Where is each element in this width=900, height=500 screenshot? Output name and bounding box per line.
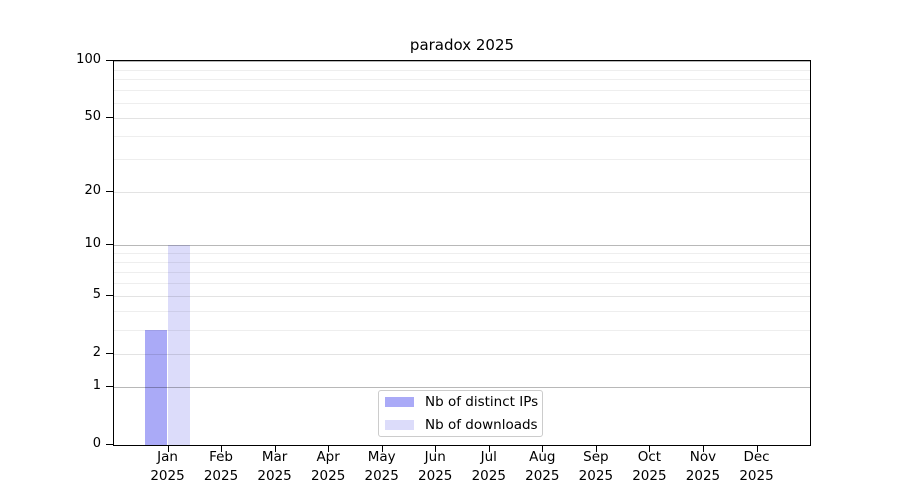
gridline-y-20 [114,191,810,193]
legend-label-downloads: Nb of downloads [425,417,538,433]
x-axis-label-year: 2025 [310,468,346,484]
gridline-y-90 [114,69,810,71]
x-axis-label-month: Jun [424,449,446,465]
x-axis-tick [221,446,223,452]
bar-downloads [167,245,190,445]
x-axis-label-month: Feb [209,449,233,465]
x-axis-tick [167,446,169,452]
y-axis-tick [106,444,113,445]
x-axis-label: Jan 2025 [136,448,200,486]
x-axis-label-month: Sep [583,449,609,465]
x-axis-label-month: Mar [261,449,288,465]
x-axis-tick [702,446,704,452]
x-axis-label: Apr 2025 [296,448,360,486]
x-axis-label-month: Jan [157,449,178,465]
x-axis-label: Aug 2025 [510,448,574,486]
x-axis-label-month: Jul [480,449,497,465]
x-axis-tick [756,446,758,452]
y-axis-tick [106,352,113,354]
legend-item-distinct-ips: Nb of distinct IPs [385,394,542,410]
legend-item-downloads: Nb of downloads [385,417,542,433]
x-axis-label: Sep 2025 [564,448,628,486]
gridline-y-4 [114,311,810,313]
x-axis-label: Jul 2025 [457,448,521,486]
x-axis-tick [435,446,437,452]
y-axis-label: 2 [92,344,101,360]
x-axis-tick [542,446,544,452]
x-axis-tick [649,446,651,452]
gridline-y-5 [114,295,810,297]
gridline-y-50 [114,117,810,119]
x-axis-tick [595,446,597,452]
gridline-y-60 [114,102,810,104]
gridline-y-100 [114,61,810,62]
y-axis-label: 10 [84,236,101,252]
x-axis-label: Nov 2025 [671,448,735,486]
legend-swatch-downloads [385,420,414,430]
x-axis-label-year: 2025 [739,468,774,484]
legend: Nb of distinct IPs Nb of downloads [378,390,543,437]
x-axis-tick [381,446,383,452]
gridline-y-10 [114,245,810,247]
y-axis-label: 5 [92,286,101,302]
gridline-y-8 [114,262,810,264]
gridline-y-2 [114,353,810,355]
gridline-y-30 [114,159,810,161]
x-axis-label: Mar 2025 [243,448,307,486]
gridline-y-1 [114,387,810,389]
x-axis-label-month: Dec [743,449,770,465]
gridline-y-80 [114,79,810,81]
gridline-y-3 [114,329,810,331]
gridline-y-70 [114,90,810,92]
gridline-y-40 [114,136,810,137]
y-axis-label: 1 [92,378,101,394]
y-axis-tick [106,116,113,118]
x-axis-label: Oct 2025 [617,448,681,486]
gridline-y-6 [114,283,810,285]
y-axis-label: 0 [92,436,101,451]
x-axis-label-year: 2025 [150,468,185,484]
legend-label-distinct-ips: Nb of distinct IPs [425,394,539,410]
y-axis-label: 50 [84,108,101,124]
x-axis-label-month: Aug [529,449,556,465]
x-axis-label-month: Apr [316,449,340,465]
chart-title: paradox 2025 [409,36,515,54]
x-axis-label-year: 2025 [471,468,506,484]
x-axis-label: Dec 2025 [725,448,789,486]
legend-swatch-distinct-ips [385,397,414,407]
bar-distinct-ips [145,329,168,445]
y-axis-label: 100 [76,52,101,67]
y-axis-tick [106,244,113,246]
y-axis-tick [106,60,113,61]
x-axis-tick [488,446,490,452]
y-axis-tick [106,386,113,388]
x-axis-label: May 2025 [350,448,414,486]
x-axis-label-year: 2025 [203,468,239,484]
gridline-y-9 [114,253,810,255]
y-axis-tick [106,190,113,192]
x-axis-label-year: 2025 [578,468,614,484]
y-axis-label: 20 [84,182,101,198]
x-axis-label-year: 2025 [418,468,453,484]
x-axis-label: Jun 2025 [403,448,467,486]
x-axis-label-year: 2025 [364,468,399,484]
x-axis-tick [274,446,276,452]
plot-area [113,60,811,446]
x-axis-label-year: 2025 [685,468,721,484]
x-axis-label-year: 2025 [257,468,292,484]
y-axis-tick [106,294,113,296]
x-axis-label-month: Oct [637,449,662,465]
x-axis-label-month: May [367,449,396,465]
x-axis-label-year: 2025 [632,468,667,484]
x-axis-label: Feb 2025 [189,448,253,486]
x-axis-label-year: 2025 [525,468,560,484]
gridline-y-7 [114,271,810,273]
x-axis-label-month: Nov [689,449,717,465]
x-axis-tick [328,446,330,452]
